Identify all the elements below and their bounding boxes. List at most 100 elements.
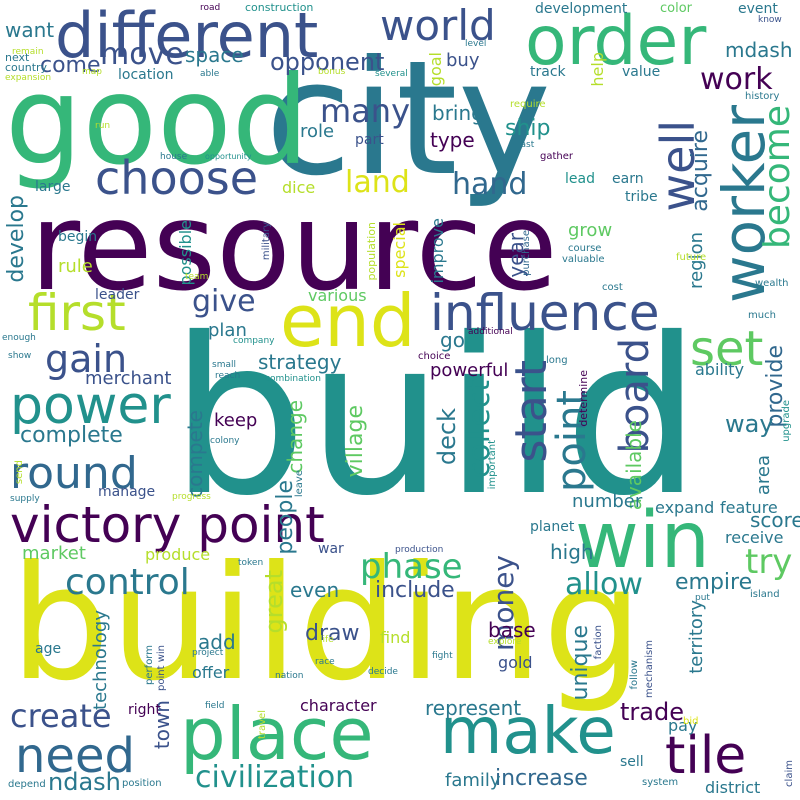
word-reach: reach <box>215 371 241 381</box>
word-purchase: purchase <box>521 230 532 276</box>
word-character: character <box>300 696 377 715</box>
word-expand: expand <box>655 498 715 517</box>
word-tribe: tribe <box>625 189 658 205</box>
word-fight: fight <box>432 651 453 661</box>
word-deck: deck <box>433 408 461 466</box>
word-leave: leave <box>294 470 305 498</box>
word-send: send <box>14 460 25 485</box>
word-hand: hand <box>452 167 528 202</box>
word-base: base <box>488 618 536 642</box>
word-part: part <box>355 132 384 148</box>
word-token: token <box>238 558 264 568</box>
word-nation: nation <box>275 671 304 681</box>
word-even: even <box>290 578 340 602</box>
word-bonus: bonus <box>318 67 346 77</box>
word-unique: unique <box>568 625 593 701</box>
word-cost: cost <box>602 282 623 293</box>
word-power: power <box>10 376 171 436</box>
word-future: future <box>676 252 707 263</box>
word-several: several <box>375 69 408 79</box>
word-manage: manage <box>98 484 156 500</box>
word-ndash: ndash <box>48 768 121 796</box>
word-land: land <box>345 165 410 200</box>
word-victory-point: victory point <box>10 496 325 554</box>
word-area: area <box>753 455 774 496</box>
word-wealth: wealth <box>755 278 789 289</box>
word-increase: increase <box>495 766 588 791</box>
word-expansion: expansion <box>5 73 52 83</box>
word-pay: pay <box>668 716 698 735</box>
word-color: color <box>660 1 693 16</box>
word-much: much <box>748 310 776 321</box>
word-history: history <box>745 91 780 102</box>
word-family: family <box>445 770 501 791</box>
word-location: location <box>118 67 174 83</box>
word-place: place <box>180 692 374 776</box>
word-influence: influence <box>430 284 660 342</box>
word-run: run <box>95 121 111 131</box>
word-empire: empire <box>675 570 753 595</box>
word-powerful: powerful <box>430 360 509 381</box>
word-first: first <box>28 284 126 342</box>
word-produce: produce <box>145 545 211 564</box>
word-important: important <box>487 440 498 490</box>
word-create: create <box>10 697 112 735</box>
word-next: next <box>5 51 30 64</box>
word-resource: resource <box>30 176 558 318</box>
word-set: set <box>690 321 764 377</box>
word-earn: earn <box>612 171 644 187</box>
word-choice: choice <box>418 351 451 362</box>
word-civilization: civilization <box>195 760 355 795</box>
word-build: build <box>170 292 702 543</box>
word-small: small <box>212 360 236 370</box>
word-put: put <box>695 593 710 603</box>
word-represent: represent <box>425 696 522 720</box>
word-point-win: point win <box>156 645 167 691</box>
word-different: different <box>55 0 319 72</box>
word-enough: enough <box>2 333 36 343</box>
word-bring: bring <box>432 101 484 125</box>
word-construction: construction <box>245 1 314 14</box>
word-strategy: strategy <box>258 350 342 374</box>
word-upgrade: upgrade <box>781 400 792 442</box>
word-draw: draw <box>305 621 360 646</box>
word-map: map <box>82 67 102 77</box>
word-company: company <box>233 336 275 346</box>
word-combination: combination <box>265 374 321 384</box>
word-able: able <box>200 69 220 79</box>
word-score: score <box>750 508 800 532</box>
word-age: age <box>35 641 62 657</box>
word-type: type <box>430 128 475 152</box>
word-mechanism: mechanism <box>644 640 655 698</box>
word-allow: allow <box>565 567 643 602</box>
word-need: need <box>15 728 135 784</box>
word-add: add <box>198 630 236 654</box>
word-development: development <box>535 1 628 17</box>
word-progress: progress <box>172 492 211 502</box>
word-order: order <box>525 2 707 81</box>
word-military: military <box>261 222 272 261</box>
word-plan: plan <box>208 320 247 341</box>
word-lead: lead <box>565 171 595 187</box>
word-know: know <box>758 15 782 25</box>
word-course: course <box>568 243 602 254</box>
word-require: require <box>510 99 546 110</box>
word-buy: buy <box>446 50 480 71</box>
word-perform: perform <box>144 645 155 685</box>
word-ship: ship <box>505 116 551 141</box>
word-gather: gather <box>540 151 573 162</box>
word-population: population <box>365 222 378 281</box>
word-control: control <box>65 562 190 603</box>
word-start: start <box>506 360 557 463</box>
word-technology: technology <box>90 610 111 710</box>
word-city: city <box>265 27 552 211</box>
word-round: round <box>10 448 138 499</box>
word-event: event <box>738 1 778 17</box>
word-house: house <box>160 152 188 162</box>
word-move: move <box>100 37 184 72</box>
word-territory: territory <box>686 600 707 674</box>
word-acquire: acquire <box>688 130 713 212</box>
word-depend: depend <box>8 779 46 790</box>
word-way: way <box>725 410 774 438</box>
word-go: go <box>440 328 465 352</box>
